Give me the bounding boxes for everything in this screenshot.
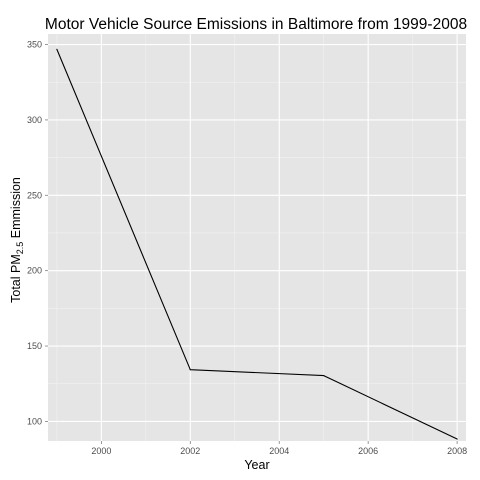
data-point [456, 438, 458, 440]
x-tick-label: 2008 [447, 446, 467, 456]
plot-panel [48, 34, 466, 441]
data-point [323, 374, 325, 377]
data-point [189, 369, 191, 371]
y-axis-title-prefix: Total PM [9, 254, 23, 303]
x-tick-label: 2000 [91, 446, 111, 456]
x-tick-label: 2004 [269, 446, 289, 456]
series-line [56, 49, 458, 440]
y-axis-title-suffix: Emmission [9, 177, 23, 242]
y-tick-label: 250 [27, 190, 42, 200]
y-axis-title: Total PM2.5 Emmission [9, 177, 25, 303]
y-axis-title-subscript: 2.5 [15, 242, 25, 255]
y-tick-label: 350 [27, 40, 42, 50]
x-axis-title: Year [244, 458, 269, 472]
data-point [56, 48, 58, 50]
x-tick-label: 2002 [180, 446, 200, 456]
y-tick-label: 200 [27, 266, 42, 276]
x-axis-ticks: 2000 2002 2004 2006 2008 [91, 441, 467, 456]
y-tick-label: 150 [27, 341, 42, 351]
y-axis-ticks: 100 150 200 250 300 350 [27, 40, 48, 426]
y-tick-label: 100 [27, 416, 42, 426]
y-tick-label: 300 [27, 115, 42, 125]
series-group [56, 48, 458, 440]
minor-gridlines [48, 34, 466, 441]
chart-title: Motor Vehicle Source Emissions in Baltim… [45, 16, 467, 33]
x-tick-label: 2006 [358, 446, 378, 456]
